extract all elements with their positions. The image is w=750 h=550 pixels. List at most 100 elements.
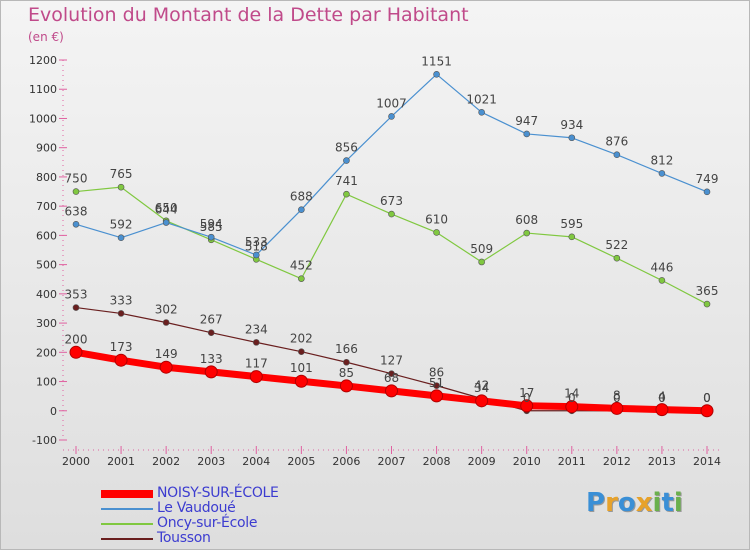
logo-letter: t <box>661 488 674 518</box>
data-point <box>385 384 398 398</box>
data-label: 608 <box>515 213 538 227</box>
data-point <box>252 251 260 259</box>
x-tick-label: 2003 <box>197 455 225 468</box>
data-label: 200 <box>65 332 88 346</box>
legend-label: Oncy-sur-École <box>157 515 258 531</box>
data-label: 533 <box>245 235 268 249</box>
data-label: 595 <box>560 217 583 231</box>
data-point <box>523 229 531 237</box>
legend-label: Le Vaudoué <box>157 500 236 516</box>
data-label: 149 <box>155 347 178 361</box>
unit-label: (en €) <box>28 30 64 44</box>
data-label: 1021 <box>466 92 497 106</box>
data-point <box>72 304 80 311</box>
data-label: 592 <box>110 218 133 232</box>
data-label: 1007 <box>376 96 407 110</box>
data-label: 673 <box>380 194 403 208</box>
data-point <box>207 233 215 241</box>
proxiti-logo: Proxiti <box>586 488 683 518</box>
data-label: 765 <box>110 167 133 181</box>
data-label: 42 <box>474 378 489 392</box>
y-tick-label: 500 <box>36 259 57 272</box>
data-point <box>117 183 125 191</box>
data-label: 0 <box>568 391 576 405</box>
data-point <box>565 400 579 414</box>
logo-letter: P <box>586 488 606 518</box>
data-point <box>159 360 173 374</box>
data-point <box>117 234 125 242</box>
data-label: 14 <box>564 387 579 401</box>
x-tick-label: 2012 <box>603 455 631 468</box>
data-label: 522 <box>605 238 628 252</box>
data-label: 1151 <box>421 54 452 68</box>
data-label: 594 <box>200 217 223 231</box>
data-label: 518 <box>245 239 268 253</box>
legend-swatch <box>101 523 153 525</box>
data-point <box>252 339 260 346</box>
data-label: 302 <box>155 302 178 316</box>
data-label: 4 <box>658 390 666 404</box>
data-point <box>700 404 714 418</box>
data-point <box>343 157 350 164</box>
x-tick-label: 2010 <box>513 455 541 468</box>
data-point <box>114 353 128 367</box>
data-point <box>520 399 534 413</box>
x-tick-label: 2007 <box>378 455 406 468</box>
data-label: 127 <box>380 354 403 368</box>
data-label: 688 <box>290 190 313 204</box>
x-tick-label: 2014 <box>693 455 721 468</box>
data-label: 509 <box>470 242 493 256</box>
data-point <box>610 401 624 415</box>
data-point <box>433 229 440 236</box>
y-tick-label: -100 <box>32 434 57 447</box>
data-point <box>343 358 350 366</box>
data-point <box>703 300 711 308</box>
data-point <box>478 109 485 116</box>
x-tick-label: 2001 <box>107 455 135 468</box>
data-point <box>568 233 576 241</box>
data-label: 446 <box>650 260 673 274</box>
data-label: 51 <box>429 376 444 390</box>
data-point <box>658 170 666 177</box>
y-tick-label: 700 <box>36 200 57 213</box>
data-label: 585 <box>200 220 223 234</box>
data-label: 0 <box>703 391 711 405</box>
legend-swatch <box>101 490 153 498</box>
x-tick-label: 2006 <box>332 455 360 468</box>
data-point <box>655 403 669 417</box>
legend-label: Tousson <box>157 530 211 546</box>
data-point <box>298 348 305 356</box>
logo-letter: i <box>673 488 683 518</box>
data-label: 365 <box>696 284 719 298</box>
data-point <box>207 329 215 337</box>
y-tick-label: 600 <box>36 229 57 242</box>
data-label: 133 <box>200 352 223 366</box>
data-point <box>388 210 395 218</box>
y-tick-label: 1200 <box>29 54 57 67</box>
logo-letter: i <box>652 488 662 518</box>
y-tick-label: 800 <box>36 171 57 184</box>
x-tick-label: 2009 <box>468 455 496 468</box>
legend-swatch <box>101 538 153 540</box>
data-point <box>475 394 489 408</box>
data-point <box>433 71 440 78</box>
data-point <box>343 190 350 198</box>
data-label: 812 <box>650 153 673 167</box>
data-label: 8 <box>613 388 621 402</box>
data-point <box>298 275 305 282</box>
y-tick-label: 900 <box>36 142 57 155</box>
y-tick-label: 100 <box>36 376 57 389</box>
data-label: 749 <box>696 172 719 186</box>
x-tick-label: 2000 <box>62 455 90 468</box>
data-point <box>249 370 263 384</box>
data-point <box>388 370 395 377</box>
data-label: 85 <box>339 366 354 380</box>
data-label: 234 <box>245 322 268 336</box>
data-label: 166 <box>335 342 358 356</box>
data-point <box>433 382 440 389</box>
data-label: 638 <box>65 204 88 218</box>
data-label: 934 <box>560 118 583 132</box>
y-tick-label: 300 <box>36 317 57 330</box>
